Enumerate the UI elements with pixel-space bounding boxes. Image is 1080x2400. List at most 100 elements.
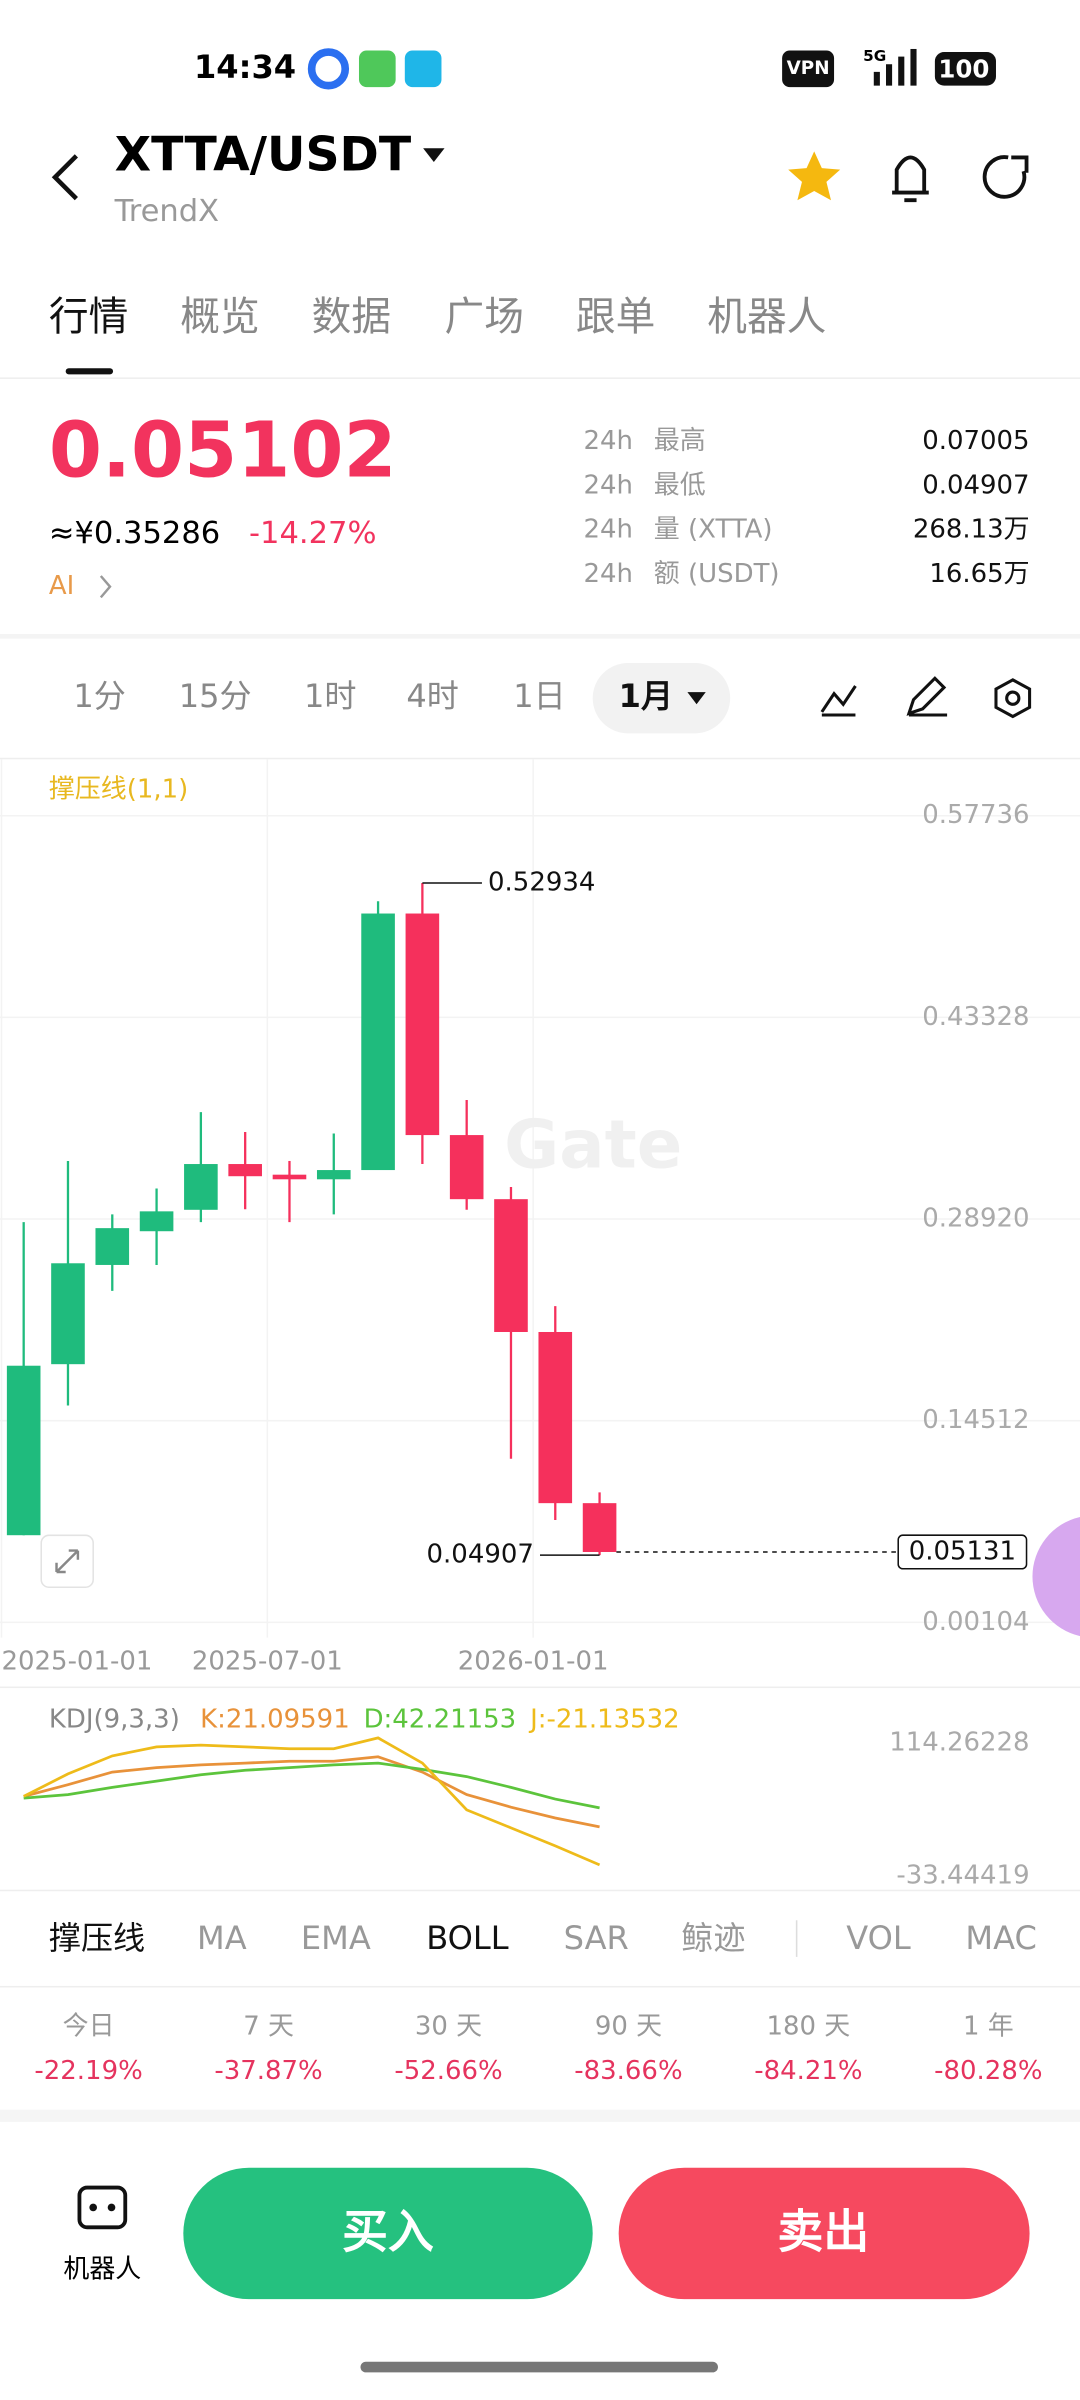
period-change: -52.66% xyxy=(394,2056,502,2086)
candle-body xyxy=(361,913,395,1171)
chart-type-icon[interactable] xyxy=(820,685,857,717)
draw-icon[interactable] xyxy=(906,676,948,717)
interval-tab[interactable]: 1时 xyxy=(304,677,356,715)
pair-title[interactable]: XTTA/USDT xyxy=(115,127,412,182)
indicator-tab[interactable]: BOLL xyxy=(426,1919,509,1957)
indicator-tab[interactable]: 鲸迹 xyxy=(681,1919,745,1957)
stat-value: 0.07005 xyxy=(922,426,1029,456)
last-price-box xyxy=(897,1534,1028,1570)
interval-dropdown[interactable] xyxy=(687,692,706,705)
candle-body xyxy=(494,1199,528,1332)
period-label: 180 天 xyxy=(767,2012,851,2042)
stat-label: 量 (XTTA) xyxy=(654,515,773,545)
floating-assistant[interactable] xyxy=(1032,1516,1080,1637)
ai-link[interactable]: AI xyxy=(49,571,74,601)
tab[interactable]: 概览 xyxy=(180,294,259,340)
robot-icon[interactable] xyxy=(77,2185,128,2230)
buy-button[interactable] xyxy=(183,2167,593,2300)
interval-tab[interactable]: 1日 xyxy=(513,677,565,715)
indicator-tab[interactable]: MAC xyxy=(965,1919,1036,1957)
exchange: TrendX xyxy=(114,194,220,229)
stat-period: 24h xyxy=(584,470,633,500)
period-label: 30 天 xyxy=(415,2012,482,2042)
price-change: -14.27% xyxy=(249,516,377,551)
period-label: 1 年 xyxy=(963,2012,1014,2042)
battery-level: 100 xyxy=(938,54,989,83)
favorite-star[interactable] xyxy=(788,151,841,201)
stat-label: 最低 xyxy=(654,470,706,500)
divider xyxy=(0,1985,1080,1988)
indicator-tab[interactable]: VOL xyxy=(846,1919,911,1957)
tab[interactable]: 广场 xyxy=(445,294,524,340)
vpn-text: VPN xyxy=(787,58,830,79)
vpn-badge xyxy=(782,50,835,88)
stat-value: 16.65万 xyxy=(929,559,1029,589)
low-label: 0.04907 xyxy=(427,1540,534,1570)
settings-icon[interactable] xyxy=(994,678,1032,719)
sell-button[interactable] xyxy=(618,2167,1030,2300)
stat-value: 0.04907 xyxy=(922,470,1029,500)
price-cny: ≈¥0.35286 xyxy=(49,516,220,551)
indicator-tab[interactable]: EMA xyxy=(301,1919,371,1957)
pair-dropdown[interactable] xyxy=(423,148,445,163)
period-label: 今日 xyxy=(63,2012,115,2042)
buy-label[interactable]: 买入 xyxy=(342,2204,434,2258)
legend-value: D:42.21153 xyxy=(364,1705,517,1735)
robot-label[interactable]: 机器人 xyxy=(63,2255,141,2285)
tab-indicator xyxy=(65,368,114,375)
tab[interactable]: 跟单 xyxy=(576,294,655,340)
watermark: Gate xyxy=(504,1105,682,1183)
interval-tab[interactable]: 15分 xyxy=(179,677,252,715)
expand-icon xyxy=(55,1549,80,1574)
divider xyxy=(0,634,1080,639)
y-tick-label: 0.28920 xyxy=(922,1204,1029,1234)
candle-body xyxy=(139,1211,174,1232)
interval-pill xyxy=(592,663,731,734)
alert-bell[interactable] xyxy=(892,155,929,203)
period-change: -84.21% xyxy=(754,2056,862,2086)
divider xyxy=(0,1686,1080,1689)
candle-body xyxy=(316,1170,351,1180)
candle-body xyxy=(228,1164,262,1177)
share-button[interactable] xyxy=(982,155,1029,199)
indicator-tab[interactable]: SAR xyxy=(564,1919,629,1957)
robot-eye xyxy=(107,2203,116,2212)
back-button[interactable] xyxy=(51,154,78,201)
period-change: -37.87% xyxy=(214,2056,322,2086)
indicator-tab[interactable]: MA xyxy=(197,1919,247,1957)
network: 5G xyxy=(863,47,886,65)
battery xyxy=(934,52,996,86)
legend-value: K:21.09591 xyxy=(200,1705,350,1735)
interval-tab[interactable]: 4时 xyxy=(406,677,458,715)
tab[interactable]: 行情 xyxy=(49,294,128,340)
indicator-label: 撑压线(1,1) xyxy=(49,774,188,804)
kdj-line xyxy=(23,1755,600,1829)
period-change: -22.19% xyxy=(34,2056,142,2086)
kdj-line xyxy=(23,1736,601,1867)
y-tick-label: 0.43328 xyxy=(922,1002,1029,1032)
kdj-line xyxy=(23,1761,600,1810)
divider xyxy=(0,1889,1080,1892)
divider xyxy=(0,2109,1080,2122)
candle-body xyxy=(6,1365,41,1536)
stat-period: 24h xyxy=(584,515,633,545)
signal-icon xyxy=(873,48,917,86)
interval-tab[interactable]: 1分 xyxy=(73,677,125,715)
stat-value: 268.13万 xyxy=(913,515,1030,545)
sell-label[interactable]: 卖出 xyxy=(778,2204,870,2258)
x-tick-label: 2025-01-01 xyxy=(2,1647,153,1677)
tab[interactable]: 机器人 xyxy=(707,294,826,340)
y-tick-label: -33.44419 xyxy=(896,1860,1029,1890)
candle-body xyxy=(449,1135,484,1200)
candle-body xyxy=(184,1164,218,1210)
candle-body xyxy=(405,913,440,1136)
stat-label: 额 (USDT) xyxy=(654,559,780,589)
period-change: -83.66% xyxy=(574,2056,682,2086)
candle-body xyxy=(51,1263,85,1365)
interval-tab[interactable]: 1月 xyxy=(619,677,673,715)
last-price-label: 0.05131 xyxy=(909,1536,1016,1566)
indicator-tab[interactable]: 撑压线 xyxy=(49,1919,145,1957)
tab[interactable]: 数据 xyxy=(312,294,391,340)
